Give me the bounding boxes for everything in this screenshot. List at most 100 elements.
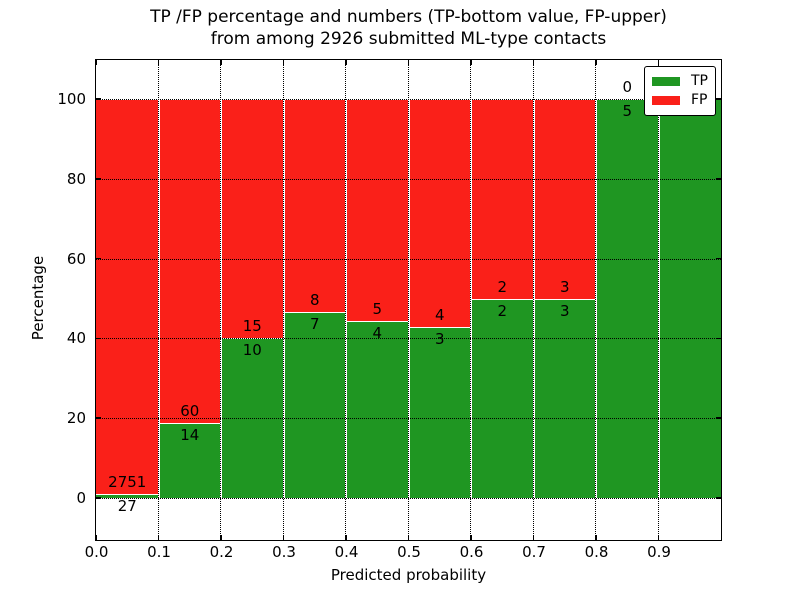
x-tick-label: 0.7 [522, 543, 546, 561]
tp-count-label: 27 [117, 497, 137, 516]
y-tickmark-left [96, 98, 101, 100]
tp-bar-segment [658, 99, 721, 498]
tp-count-label: 7 [309, 314, 320, 333]
tp-bar-segment [408, 327, 471, 498]
fp-count-label: 2 [497, 277, 508, 296]
x-tick-label: 0.1 [147, 543, 171, 561]
y-tickmark-right [716, 178, 721, 180]
x-tickmark-bottom [220, 535, 222, 540]
vertical-gridline [282, 60, 284, 540]
y-tickmark-right [716, 417, 721, 419]
plot-inner: 2751276014151087544322330503 [95, 60, 721, 540]
y-tickmark-right [716, 497, 721, 499]
legend-label: TP [691, 73, 708, 89]
fp-count-label: 60 [180, 401, 200, 420]
fp-count-label: 5 [372, 299, 383, 318]
tp-bar-segment [96, 494, 159, 498]
legend-row: TP [652, 72, 708, 91]
x-tickmark-top [407, 60, 410, 65]
horizontal-gridline [96, 178, 721, 180]
fp-count-label: 3 [559, 277, 570, 296]
y-tick-label: 60 [66, 249, 86, 268]
x-tick-label: 0.8 [584, 543, 609, 561]
x-tickmark-bottom [595, 535, 597, 540]
tp-count-label: 5 [622, 102, 633, 120]
fp-count-label: 0 [622, 78, 633, 96]
tp-bar-segment [533, 298, 596, 498]
x-tickmark-top [157, 60, 160, 65]
fp-bar-segment [96, 99, 159, 495]
x-tickmark-bottom [470, 535, 472, 540]
tp-count-label: 3 [559, 301, 570, 320]
y-tickmark-left [96, 417, 101, 419]
tp-bar-segment [346, 320, 409, 498]
y-tick-label: 80 [66, 169, 86, 188]
x-tickmark-bottom [345, 535, 347, 540]
tp-count-label: 14 [180, 425, 200, 444]
x-tickmark-bottom [95, 535, 97, 540]
y-tickmark-right [716, 257, 721, 260]
x-tickmark-top [532, 60, 535, 65]
y-tick-label: 20 [66, 409, 86, 428]
x-tickmark-top [657, 60, 660, 65]
x-tickmark-top [95, 60, 97, 65]
y-tickmark-left [96, 497, 101, 499]
fp-bar-segment [221, 99, 284, 339]
fp-bar-segment [158, 99, 221, 423]
tp-bar-segment [596, 99, 659, 498]
tp-count-label: 10 [242, 341, 262, 360]
tp-legend-swatch [652, 77, 680, 86]
horizontal-gridline [96, 498, 721, 499]
x-tick-label: 0.5 [397, 543, 421, 561]
vertical-gridline [157, 60, 159, 540]
x-axis-label: Predicted probability [330, 566, 487, 584]
y-tick-label: 40 [66, 329, 86, 348]
tp-bar-segment [283, 311, 346, 498]
y-tickmark-left [96, 257, 101, 260]
chart-title-line1: TP /FP percentage and numbers (TP-bottom… [150, 7, 667, 27]
tp-count-label: 4 [372, 323, 383, 342]
vertical-gridline [407, 60, 409, 540]
x-tickmark-bottom [532, 535, 535, 540]
fp-bar-segment [408, 99, 471, 327]
chart-title-line2: from among 2926 submitted ML-type contac… [210, 29, 607, 49]
fp-legend-swatch [652, 96, 680, 105]
horizontal-gridline [96, 418, 721, 420]
fp-count-label: 4 [434, 306, 445, 324]
x-tickmark-top [470, 60, 472, 65]
x-tick-label: 0.2 [209, 543, 234, 561]
x-tickmark-top [595, 60, 597, 65]
chart-title: TP /FP percentage and numbers (TP-bottom… [96, 6, 721, 50]
vertical-gridline [220, 60, 222, 540]
x-tickmark-bottom [657, 535, 660, 540]
fp-count-label: 2751 [108, 473, 147, 492]
tp-count-label: 2 [497, 301, 508, 320]
x-tickmark-bottom [282, 535, 285, 540]
y-tick-label: 0 [76, 489, 86, 507]
x-tickmark-bottom [157, 535, 160, 540]
x-tick-label: 0.4 [334, 543, 359, 561]
x-tickmark-top [282, 60, 285, 65]
legend-label: FP [691, 92, 708, 108]
horizontal-gridline [96, 338, 721, 340]
tp-bar-segment [158, 422, 221, 498]
y-tickmark-left [96, 178, 101, 180]
x-tickmark-top [220, 60, 222, 65]
fp-bar-segment [346, 99, 409, 321]
fp-bar-segment [533, 99, 596, 299]
fp-bar-segment [471, 99, 534, 299]
vertical-gridline [595, 60, 597, 540]
y-tickmark-right [716, 98, 721, 100]
y-tickmark-right [716, 337, 721, 340]
legend-row: FP [652, 91, 708, 110]
y-tick-label: 100 [57, 90, 86, 108]
fp-count-label: 8 [309, 290, 320, 309]
vertical-gridline [345, 60, 347, 540]
x-tick-label: 0.3 [272, 543, 296, 561]
tp-bar-segment [471, 298, 534, 498]
legend: TP FP [644, 66, 716, 116]
horizontal-gridline [96, 99, 721, 100]
x-tick-label: 0.0 [84, 543, 109, 561]
